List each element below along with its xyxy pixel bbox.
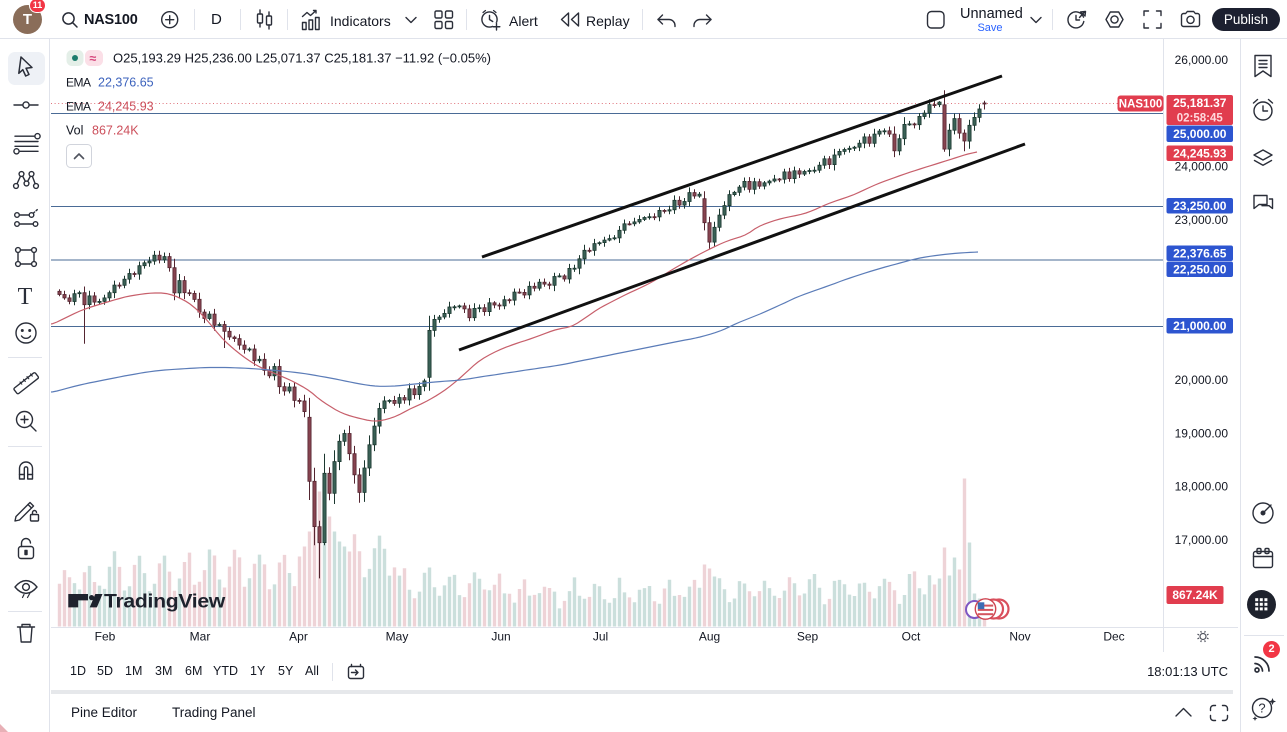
svg-text:EMA: EMA	[66, 76, 91, 90]
svg-text:May: May	[386, 630, 409, 644]
svg-text:Dec: Dec	[1103, 630, 1124, 644]
svg-text:26,000.00: 26,000.00	[1175, 53, 1229, 67]
svg-text:22,376.65: 22,376.65	[98, 76, 154, 90]
svg-text:≈: ≈	[90, 52, 97, 66]
svg-text:Aug: Aug	[699, 630, 720, 644]
svg-text:Feb: Feb	[95, 630, 116, 644]
svg-text:Oct: Oct	[902, 630, 921, 644]
svg-text:24,245.93: 24,245.93	[98, 100, 154, 114]
svg-text:NAS100: NAS100	[1119, 98, 1162, 110]
svg-text:Sep: Sep	[797, 630, 819, 644]
svg-text:21,000.00: 21,000.00	[1173, 319, 1227, 333]
svg-text:25,181.37: 25,181.37	[1173, 96, 1227, 110]
svg-text:Mar: Mar	[190, 630, 211, 644]
svg-text:19,000.00: 19,000.00	[1175, 426, 1229, 440]
svg-text:O25,193.29 H25,236.00 L25,071.: O25,193.29 H25,236.00 L25,071.37 C25,181…	[113, 51, 491, 66]
svg-text:Apr: Apr	[289, 630, 308, 644]
svg-text:02:58:45: 02:58:45	[1177, 112, 1224, 124]
svg-text:17,000.00: 17,000.00	[1175, 533, 1229, 547]
svg-text:24,245.93: 24,245.93	[1173, 146, 1227, 160]
svg-text:867.24K: 867.24K	[1172, 588, 1218, 602]
svg-text:18,000.00: 18,000.00	[1175, 480, 1229, 494]
svg-text:25,000.00: 25,000.00	[1173, 127, 1227, 141]
svg-text:22,250.00: 22,250.00	[1173, 262, 1227, 276]
svg-text:Jul: Jul	[593, 630, 608, 644]
svg-text:Jun: Jun	[491, 630, 510, 644]
svg-text:TradingView: TradingView	[104, 591, 226, 613]
svg-text:23,000.00: 23,000.00	[1175, 213, 1229, 227]
svg-text:867.24K: 867.24K	[92, 124, 139, 138]
svg-text:22,376.65: 22,376.65	[1173, 246, 1227, 260]
svg-text:24,000.00: 24,000.00	[1175, 160, 1229, 174]
svg-text:20,000.00: 20,000.00	[1175, 373, 1229, 387]
svg-text:?: ?	[1258, 701, 1265, 716]
svg-text:Vol: Vol	[66, 124, 83, 138]
svg-text:23,250.00: 23,250.00	[1173, 199, 1227, 213]
svg-text:EMA: EMA	[66, 100, 91, 114]
svg-text:Nov: Nov	[1009, 630, 1030, 644]
